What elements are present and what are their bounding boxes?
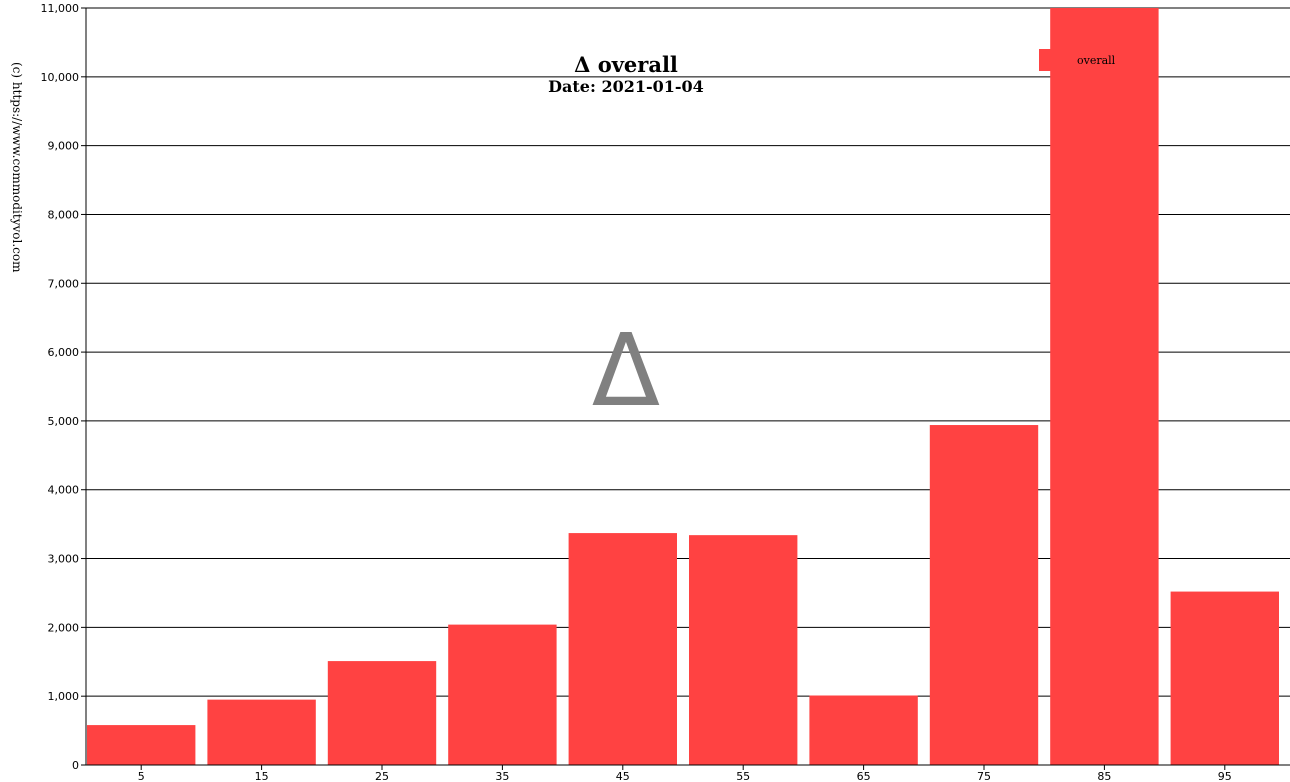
bar-5	[87, 725, 196, 765]
x-tick-label: 35	[495, 770, 509, 782]
bar-35	[448, 624, 557, 765]
legend: overall	[1039, 49, 1116, 71]
center-delta-symbol: Δ	[592, 312, 660, 429]
x-tick-label: 5	[138, 770, 145, 782]
x-tick-label: 75	[977, 770, 991, 782]
bar-95	[1170, 591, 1279, 765]
bars	[87, 8, 1279, 765]
y-tick-label: 5,000	[48, 415, 80, 428]
legend-swatch-overall	[1039, 49, 1072, 71]
x-tick-label: 15	[255, 770, 269, 782]
x-tick-label: 65	[857, 770, 871, 782]
bar-85	[1050, 8, 1159, 765]
y-tick-label: 11,000	[41, 2, 80, 15]
y-tick-label: 8,000	[48, 208, 80, 221]
y-tick-label: 4,000	[48, 484, 80, 497]
x-tick-label: 25	[375, 770, 389, 782]
y-tick-label: 6,000	[48, 346, 80, 359]
bar-25	[327, 661, 437, 765]
bar-15	[207, 699, 316, 765]
y-tick-label: 3,000	[48, 553, 80, 566]
y-tick-label: 0	[72, 759, 79, 772]
y-tick-label: 2,000	[48, 621, 80, 634]
x-tick-label: 45	[616, 770, 630, 782]
y-tick-label: 10,000	[41, 71, 80, 84]
x-tick-label: 95	[1218, 770, 1232, 782]
axes: 0 1,000 2,000 3,000 4,000 5,000 6,000 7,000 8,00…	[41, 2, 1290, 782]
chart-title: Δ overall	[574, 52, 678, 77]
x-tick-label: 85	[1097, 770, 1111, 782]
x-tick-label: 55	[736, 770, 750, 782]
bar-45	[568, 533, 677, 765]
y-tick-label: 9,000	[48, 140, 80, 153]
chart-subtitle: Date: 2021-01-04	[548, 77, 704, 96]
legend-label-overall: overall	[1077, 54, 1116, 67]
watermark: (c) https://www.commodityvol.com	[10, 62, 24, 273]
y-tick-label: 7,000	[48, 277, 80, 290]
bar-55	[689, 535, 798, 765]
bar-75	[929, 425, 1039, 765]
bar-65	[809, 695, 918, 765]
y-tick-label: 1,000	[48, 690, 80, 703]
